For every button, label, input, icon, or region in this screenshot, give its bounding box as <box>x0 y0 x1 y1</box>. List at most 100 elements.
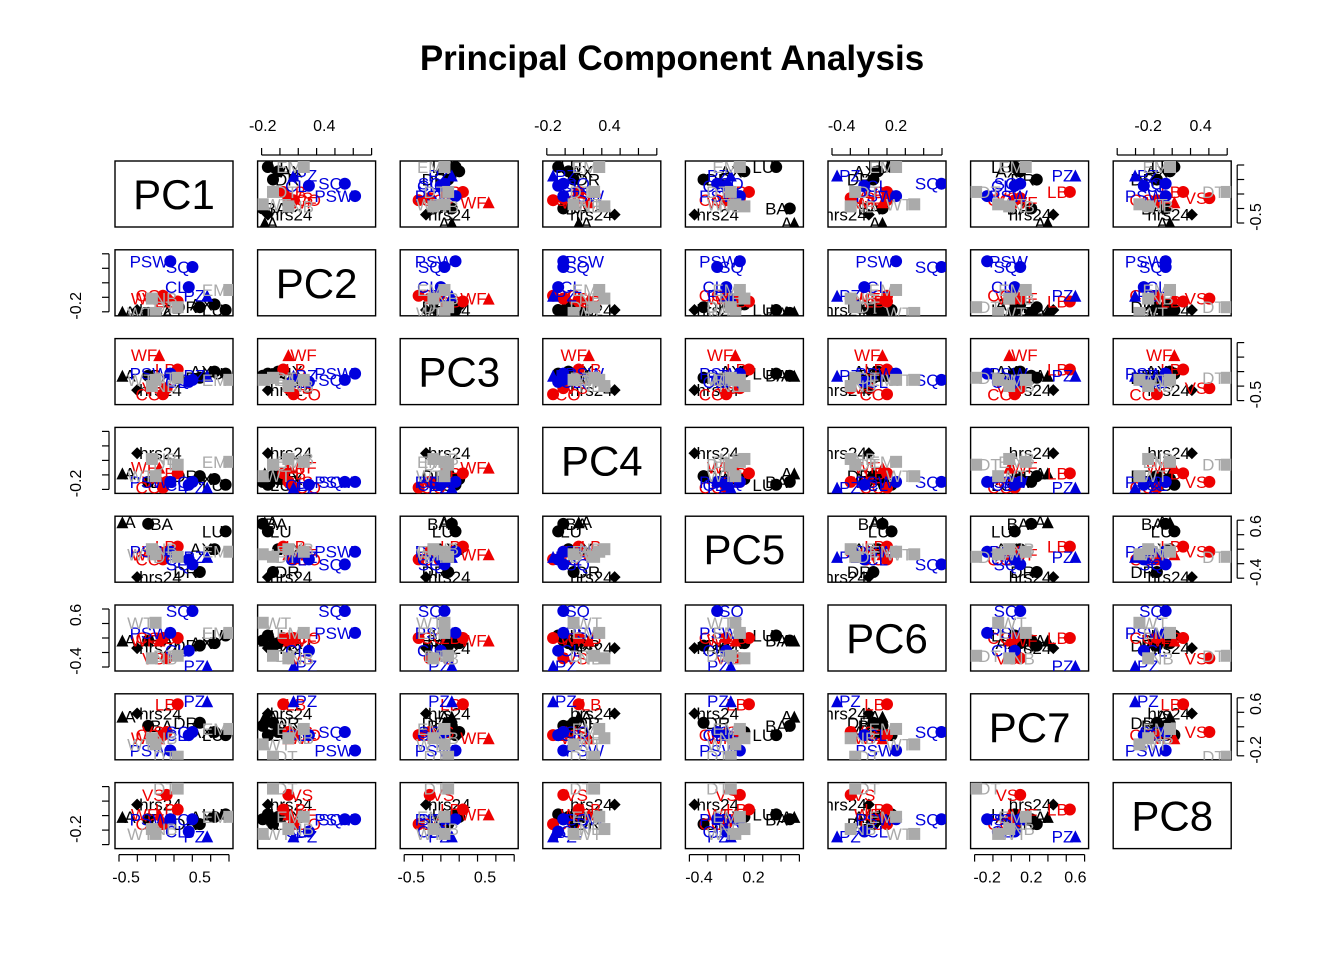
point-sq-label: SQ <box>915 258 940 277</box>
point-em-label: EM <box>276 158 302 177</box>
bottom-axis-pc7: -0.2 0.2 0.6 <box>973 853 1087 887</box>
point-co-label: CO <box>699 191 725 210</box>
point-a-label: A <box>438 214 450 233</box>
point-psw-label: PSW <box>989 252 1028 271</box>
point-wf-label: WF <box>460 290 486 309</box>
diag-label-pc2: PC2 <box>276 260 358 307</box>
point-lu-label: LU <box>752 626 774 645</box>
panel-pc3-vs-pc6: hrs24BALUDRAXAVSLBWFCOPZSQPSWCLEMWTDTNB <box>827 337 947 406</box>
point-nb-label: NB <box>1150 540 1174 559</box>
point-nb-label: NB <box>154 450 178 469</box>
point-cl-label: CL <box>991 177 1013 196</box>
bottom-axis-pc5: -0.4 0.2 <box>685 853 801 887</box>
tick-label: 0.6 <box>1248 515 1265 537</box>
panel-pc4-vs-pc1: hrs24BALUDRAXAVSLBWFCOPZSQPSWCLEMWTDTNB <box>114 426 234 495</box>
point-a-label: A <box>781 303 793 322</box>
point-a-label: A <box>1034 214 1046 233</box>
point-wt-label: WT <box>127 304 153 323</box>
panel-pc5-vs-pc5: PC5 <box>684 515 805 583</box>
panel-pc6-vs-pc3: hrs24BALUDRAXAVSLBWFCOPZSQPSWCLEMWTDTNB <box>399 604 519 672</box>
point-lu-label: LU <box>752 476 774 495</box>
point-em-label: EM <box>202 453 228 472</box>
point-ax-label: AX <box>1145 162 1168 181</box>
point-nb-label: NB <box>853 729 877 748</box>
point-dt-label: DT <box>706 748 729 767</box>
point-nb-label: NB <box>719 820 743 839</box>
point-pz-label: PZ <box>1052 827 1074 846</box>
point-em-marker <box>593 161 606 173</box>
right-axis-pc7: -0.2 0.6 <box>1236 693 1265 764</box>
panel-pc3-vs-pc1: hrs24BALUDRAXAVSLBWFCOPZSQPSWCLEMWTDTNB <box>114 337 234 406</box>
point-a-label: A <box>781 214 793 233</box>
point-nb-label: NB <box>435 649 459 668</box>
point-em-marker <box>1019 161 1032 173</box>
point-pz-marker <box>1069 169 1082 182</box>
point-dt-label: DT <box>1202 298 1225 317</box>
point-a-marker <box>1164 216 1176 227</box>
point-em-label: EM <box>1143 158 1169 177</box>
point-nb-marker <box>844 200 857 213</box>
point-nb-label: NB <box>853 197 877 216</box>
tick-label: -0.2 <box>68 815 85 843</box>
point-wf-label: WF <box>131 346 157 365</box>
point-a-label: A <box>781 808 793 827</box>
panel-pc3-vs-pc7: hrs24BALUDRAXAVSLBWFCOPZSQPSWCLEMWTDTNB <box>969 337 1090 406</box>
point-ba-marker <box>557 202 570 215</box>
panel-pc5-vs-pc6: hrs24BALUDRAXAVSLBWFCOPZSQPSWCLEMWTDTNB <box>827 515 947 583</box>
point-a-label: A <box>781 464 793 483</box>
point-pz-label: PZ <box>1052 166 1074 185</box>
point-wf-marker <box>1168 196 1181 209</box>
tick-label: 0.2 <box>885 118 907 135</box>
point-dt-label: DT <box>1202 548 1225 567</box>
panel-pc2-vs-pc2: PC2 <box>256 249 377 317</box>
point-dt-marker <box>849 185 862 198</box>
panel-pc7-vs-pc6: hrs24BALUDRAXAVSLBWFCOPZSQPSWCLEMWTDTNB <box>827 693 947 761</box>
point-pz-marker <box>547 169 560 182</box>
point-pz-label: PZ <box>1052 287 1074 306</box>
tick-label: -0.4 <box>1248 558 1265 586</box>
point-pz-label: PZ <box>1052 479 1074 498</box>
point-nb-label: NB <box>435 290 459 309</box>
point-cl-label: CL <box>417 177 439 196</box>
panel-pc1-vs-pc4: hrs24BALUDRAXAVSLBWFCOPZSQPSWCLEMWTDTNB <box>542 160 662 228</box>
point-nb-label: NB <box>853 540 877 559</box>
point-dr-marker <box>1030 173 1043 186</box>
point-sq-label: SQ <box>565 175 590 194</box>
point-em-marker <box>1164 161 1177 173</box>
point-pz-label: PZ <box>555 692 577 711</box>
panel-pc8-vs-pc3: hrs24BALUDRAXAVSLBWFCOPZSQPSWCLEMWTDTNB <box>399 781 519 850</box>
tick-label: 0.5 <box>189 870 211 887</box>
panel-pc7-vs-pc7: PC7 <box>969 693 1090 761</box>
right-axis-pc3: -0.5 <box>1236 342 1265 408</box>
point-pz-marker <box>831 169 844 182</box>
point-wf-marker <box>582 196 595 209</box>
point-wf-label: WF <box>854 346 880 365</box>
point-hrs24-marker <box>688 208 701 221</box>
point-em-marker <box>890 161 903 173</box>
point-nb-label: NB <box>1150 729 1174 748</box>
point-wt-label: WT <box>416 614 442 633</box>
point-pz-label: PZ <box>1052 548 1074 567</box>
point-nb-marker <box>598 200 611 213</box>
point-cl-marker <box>302 179 315 192</box>
panel-pc5-vs-pc8: hrs24BALUDRAXAVSLBWFCOPZSQPSWCLEMWTDTNB <box>1112 515 1232 583</box>
point-lb-label: LB <box>581 695 602 714</box>
point-psw-label: PSW <box>130 252 169 271</box>
point-ax-label: AX <box>570 162 593 181</box>
top-axis-pc2: -0.2 0.4 <box>249 118 373 156</box>
point-nb-label: NB <box>290 649 314 668</box>
point-wt-marker <box>567 198 580 211</box>
bottom-axis-pc3: -0.5 0.5 <box>397 853 515 887</box>
point-nb-label: NB <box>1011 197 1035 216</box>
point-wt-label: WT <box>886 304 912 323</box>
tick-label: 0.6 <box>68 604 85 626</box>
point-sq-marker <box>338 177 351 190</box>
panel-pc3-vs-pc2: hrs24BALUDRAXAVSLBWFCOPZSQPSWCLEMWTDTNB <box>256 337 377 406</box>
tick-label: -0.2 <box>534 118 562 135</box>
point-ba-marker <box>1159 202 1172 215</box>
panel-pc2-vs-pc6: hrs24BALUDRAXAVSLBWFCOPZSQPSWCLEMWTDTNB <box>827 249 947 323</box>
point-ba-marker <box>1025 202 1038 215</box>
point-wf-label: WF <box>460 805 486 824</box>
point-wf-label: WF <box>460 459 486 478</box>
point-pz-marker <box>724 169 737 182</box>
